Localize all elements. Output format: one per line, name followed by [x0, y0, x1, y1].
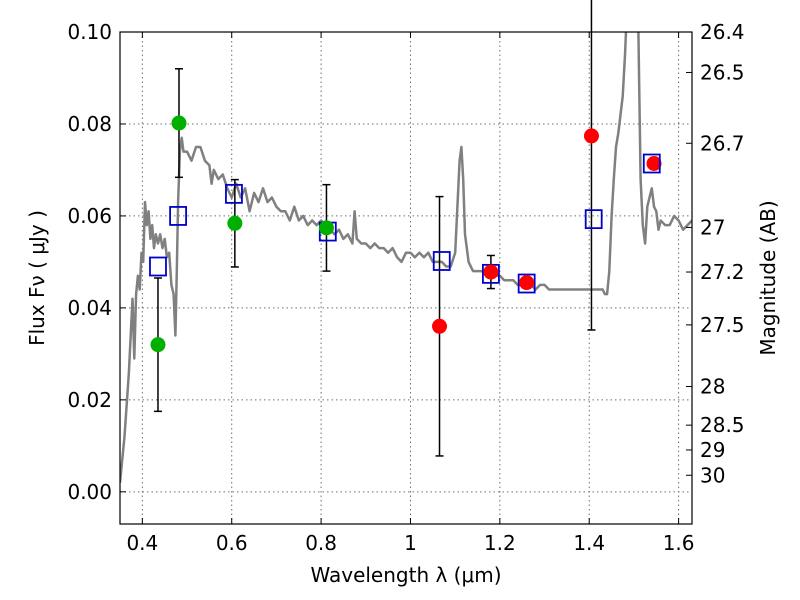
plot-background — [120, 32, 692, 524]
right-tick-label: 30 — [700, 463, 725, 487]
x-tick-label: 1.6 — [663, 531, 695, 555]
model-flux-marker — [149, 256, 167, 277]
y-tick-label: 0.00 — [67, 480, 112, 504]
spectrum-layer — [120, 32, 692, 483]
x-axis: 0.4 0.6 0.8 1 1.2 1.4 1.6 — [126, 32, 695, 555]
y-tick-label: 0.06 — [67, 204, 112, 228]
observed-flux-marker — [318, 220, 334, 236]
observed-flux-marker — [150, 337, 166, 353]
y-tick-label: 0.10 — [67, 20, 112, 44]
x-tick-label: 1.2 — [484, 531, 516, 555]
y-tick-label: 0.02 — [67, 388, 112, 412]
x-tick-label: 0.6 — [216, 531, 248, 555]
right-axis-label: Magnitude (AB) — [756, 200, 780, 355]
observed-flux-marker — [171, 115, 187, 131]
plot-frame — [119, 31, 693, 525]
y-axis-label: Flux Fν ( μJy ) — [25, 210, 49, 346]
right-tick-label: 26.5 — [700, 60, 745, 84]
right-tick-label: 27.5 — [700, 313, 745, 337]
observed-flux-marker — [483, 264, 499, 280]
x-tick-label: 1 — [404, 531, 417, 555]
marker-layer — [149, 115, 662, 353]
model-flux-marker — [225, 183, 243, 204]
model-flux-marker — [432, 251, 451, 271]
x-axis-label: Wavelength λ (μm) — [310, 563, 501, 587]
model-flux-marker — [642, 153, 661, 174]
y-tick-label: 0.08 — [67, 112, 112, 136]
right-tick-label: 28 — [700, 375, 725, 399]
observed-flux-marker — [227, 215, 243, 231]
x-tick-label: 0.8 — [305, 531, 337, 555]
right-tick-label: 28.5 — [700, 413, 745, 437]
observed-flux-marker — [519, 275, 535, 291]
observed-flux-marker — [583, 128, 599, 144]
x-tick-label: 0.4 — [126, 531, 158, 555]
right-tick-label: 27.2 — [700, 260, 745, 284]
right-tick-label: 26.4 — [700, 20, 745, 44]
model-flux-marker — [584, 209, 603, 230]
right-tick-label: 29 — [700, 438, 725, 462]
model-flux-marker — [517, 273, 536, 294]
y-tick-label: 0.04 — [67, 296, 112, 320]
observed-flux-marker — [432, 318, 448, 334]
y-axis: 0.00 0.02 0.04 0.06 0.08 0.10 — [67, 20, 126, 504]
x-tick-label: 1.4 — [573, 531, 605, 555]
observed-flux-marker — [646, 156, 662, 172]
spectrum-line — [120, 32, 692, 483]
model-flux-marker — [169, 206, 187, 226]
right-tick-label: 26.7 — [700, 131, 745, 155]
right-tick-label: 27 — [700, 215, 725, 239]
